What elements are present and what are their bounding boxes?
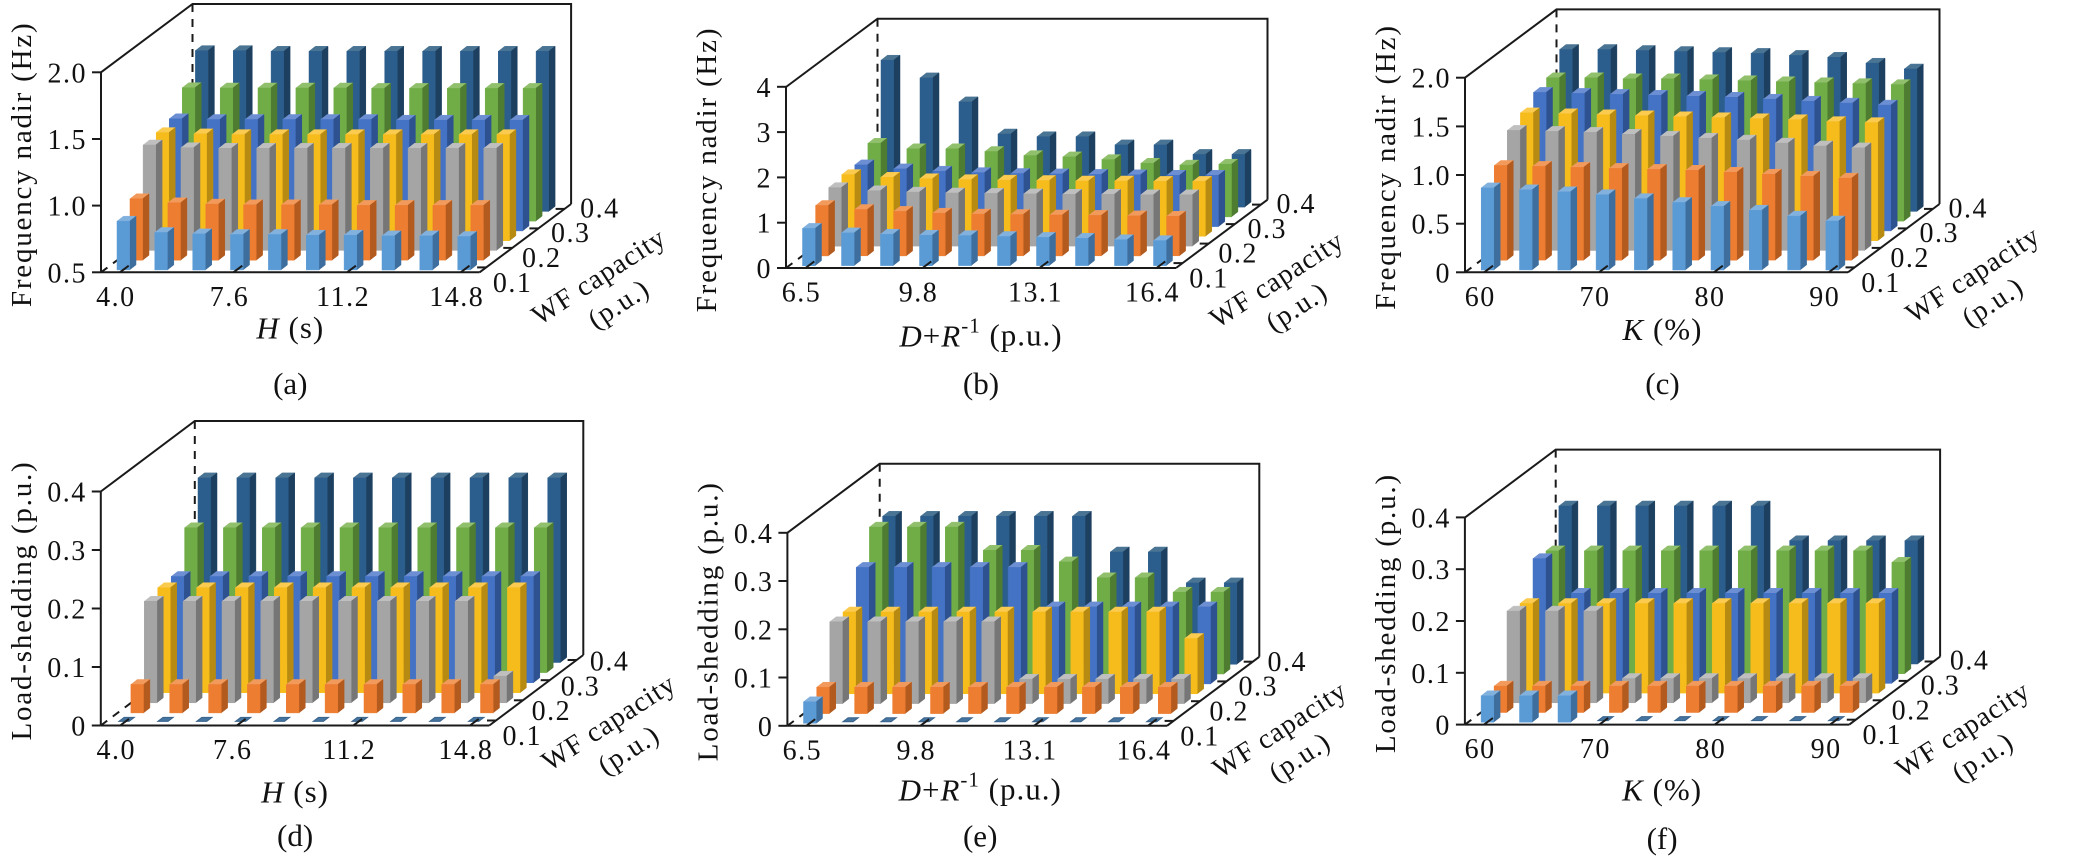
svg-text:0: 0 [1435, 711, 1451, 742]
svg-text:0.5: 0.5 [1412, 210, 1452, 241]
svg-text:(d): (d) [277, 818, 313, 853]
svg-text:0.3: 0.3 [1411, 555, 1451, 586]
svg-text:1.5: 1.5 [48, 125, 88, 156]
svg-text:0.2: 0.2 [1411, 607, 1451, 638]
svg-text:70: 70 [1580, 282, 1611, 313]
svg-text:(b): (b) [963, 366, 999, 401]
svg-text:0.4: 0.4 [1411, 503, 1451, 534]
svg-text:Load-shedding (p.u.): Load-shedding (p.u.) [1370, 473, 1402, 753]
svg-text:1.5: 1.5 [1412, 112, 1452, 143]
svg-text:0.2: 0.2 [522, 243, 562, 274]
svg-text:0.4: 0.4 [1950, 646, 1990, 677]
svg-text:16.4: 16.4 [1125, 278, 1180, 309]
svg-text:0.4: 0.4 [1949, 193, 1989, 224]
svg-text:H (s): H (s) [260, 774, 329, 809]
svg-text:70: 70 [1580, 734, 1611, 765]
svg-text:0: 0 [758, 712, 774, 743]
svg-text:Load-shedding (p.u.): Load-shedding (p.u.) [692, 481, 724, 761]
svg-text:H (s): H (s) [255, 310, 324, 345]
svg-text:0.3: 0.3 [1238, 672, 1278, 703]
svg-text:0: 0 [757, 254, 773, 285]
svg-text:0.1: 0.1 [734, 664, 774, 695]
svg-text:0: 0 [71, 712, 87, 743]
svg-text:7.6: 7.6 [210, 282, 250, 313]
svg-text:9.8: 9.8 [899, 278, 939, 309]
svg-text:0.4: 0.4 [734, 519, 774, 550]
svg-text:K (%): K (%) [1622, 312, 1703, 347]
svg-text:1.0: 1.0 [48, 192, 88, 223]
svg-text:0.1: 0.1 [503, 721, 543, 752]
svg-text:1.0: 1.0 [1412, 161, 1452, 192]
svg-text:4: 4 [757, 73, 773, 104]
svg-text:4.0: 4.0 [96, 282, 136, 313]
svg-text:K (%): K (%) [1621, 772, 1702, 807]
svg-text:0.2: 0.2 [1209, 697, 1249, 728]
svg-text:11.2: 11.2 [322, 735, 376, 766]
svg-text:6.5: 6.5 [782, 278, 822, 309]
svg-text:0.1: 0.1 [1861, 268, 1901, 299]
svg-text:0.4: 0.4 [1277, 189, 1317, 220]
svg-text:0.5: 0.5 [48, 258, 88, 289]
svg-text:0.2: 0.2 [1892, 695, 1932, 726]
svg-text:(a): (a) [273, 366, 307, 401]
svg-text:0.3: 0.3 [561, 671, 601, 702]
svg-text:0.3: 0.3 [47, 536, 87, 567]
svg-text:0.2: 0.2 [1890, 243, 1930, 274]
svg-text:90: 90 [1811, 734, 1842, 765]
svg-text:0.4: 0.4 [1268, 647, 1308, 678]
svg-text:0.4: 0.4 [47, 478, 87, 509]
svg-text:0.2: 0.2 [734, 615, 774, 646]
svg-text:6.5: 6.5 [783, 735, 823, 766]
svg-text:0.1: 0.1 [493, 268, 533, 299]
svg-text:7.6: 7.6 [213, 735, 253, 766]
svg-text:80: 80 [1695, 734, 1726, 765]
svg-text:2: 2 [757, 163, 773, 194]
svg-text:16.4: 16.4 [1117, 735, 1172, 766]
svg-text:60: 60 [1465, 734, 1496, 765]
svg-text:3: 3 [757, 118, 773, 149]
svg-text:0.3: 0.3 [734, 567, 774, 598]
svg-text:90: 90 [1809, 282, 1840, 313]
svg-text:11.2: 11.2 [316, 282, 370, 313]
svg-text:1: 1 [757, 209, 773, 240]
svg-text:0.3: 0.3 [1919, 218, 1959, 249]
svg-text:D+R-1 (p.u.): D+R-1 (p.u.) [898, 314, 1062, 354]
svg-text:Frequency nadir (Hz): Frequency nadir (Hz) [1370, 24, 1402, 310]
svg-text:(e): (e) [963, 819, 997, 854]
svg-text:2.0: 2.0 [1412, 64, 1452, 95]
svg-text:0.2: 0.2 [47, 595, 87, 626]
svg-text:0.1: 0.1 [1180, 721, 1220, 752]
svg-text:0.1: 0.1 [47, 653, 87, 684]
svg-text:60: 60 [1465, 282, 1496, 313]
svg-text:13.1: 13.1 [1008, 278, 1063, 309]
svg-text:0.2: 0.2 [532, 696, 572, 727]
svg-text:Frequency nadir (Hz): Frequency nadir (Hz) [691, 27, 723, 313]
svg-text:0.3: 0.3 [1921, 671, 1961, 702]
svg-text:9.8: 9.8 [897, 735, 937, 766]
svg-text:4.0: 4.0 [96, 735, 136, 766]
svg-text:(f): (f) [1647, 821, 1678, 856]
svg-text:0.1: 0.1 [1411, 659, 1451, 690]
svg-text:2.0: 2.0 [48, 58, 88, 89]
svg-text:13.1: 13.1 [1003, 735, 1058, 766]
svg-text:0.4: 0.4 [580, 193, 620, 224]
svg-text:80: 80 [1695, 282, 1726, 313]
svg-text:0.4: 0.4 [590, 647, 630, 678]
svg-text:0.1: 0.1 [1863, 720, 1903, 751]
svg-text:(c): (c) [1645, 366, 1679, 401]
svg-text:D+R-1 (p.u.): D+R-1 (p.u.) [898, 768, 1062, 808]
svg-text:14.8: 14.8 [429, 282, 484, 313]
svg-text:0.3: 0.3 [551, 218, 591, 249]
svg-text:Load-shedding (p.u.): Load-shedding (p.u.) [6, 460, 38, 740]
svg-text:0: 0 [1436, 258, 1452, 289]
svg-text:0.3: 0.3 [1247, 214, 1287, 245]
svg-text:0.2: 0.2 [1218, 239, 1258, 270]
svg-text:Frequency nadir (Hz): Frequency nadir (Hz) [6, 21, 38, 307]
svg-text:14.8: 14.8 [438, 735, 493, 766]
svg-text:0.1: 0.1 [1189, 264, 1229, 295]
